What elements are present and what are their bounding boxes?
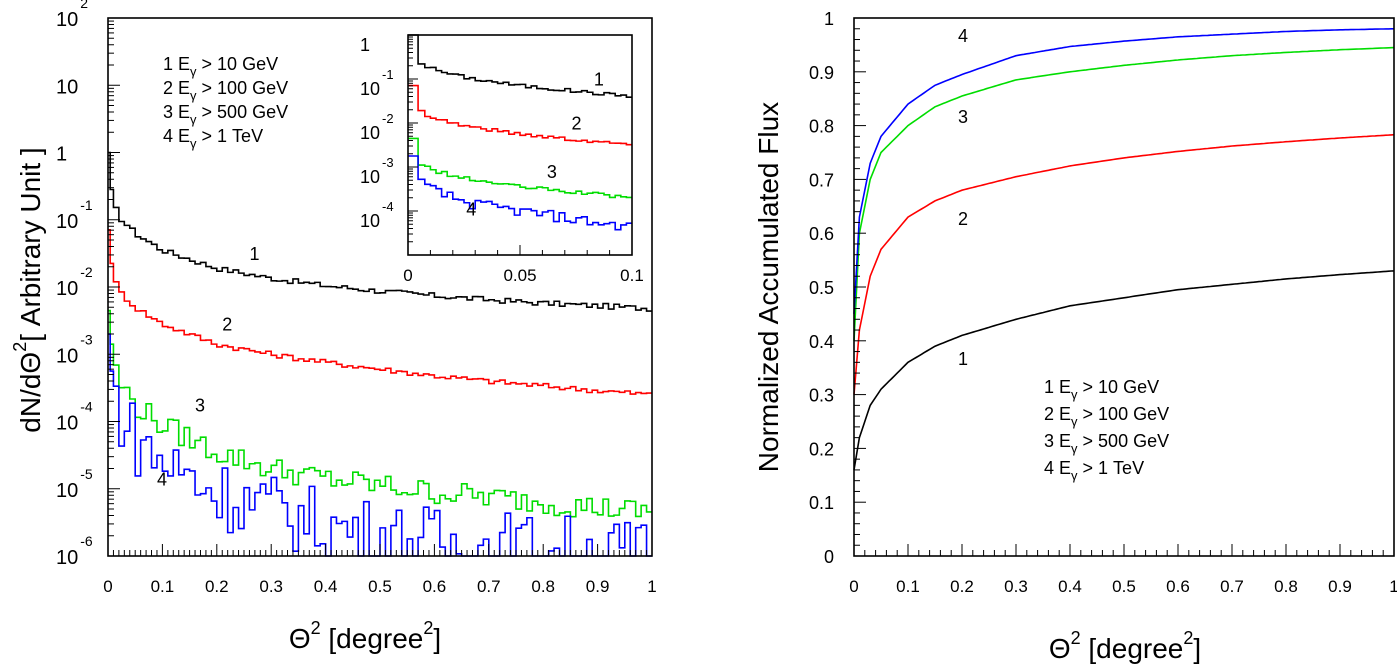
right-legend-entry-1: 1 Eγ > 10 GeV — [1044, 377, 1159, 402]
inset-series-3 — [408, 137, 632, 199]
right-y-tick-label: 0.8 — [809, 117, 834, 137]
flux-series-4 — [853, 28, 1394, 314]
curve-label-3: 3 — [195, 395, 205, 415]
curve-label-4: 4 — [157, 469, 167, 489]
inset-log-plot: 0 0.05 0.1 1 10-1 10-2 10-3 10-4 1 2 3 4 — [360, 34, 644, 285]
x-tick-label: 0.7 — [477, 577, 501, 596]
right-x-tick-label: 0.1 — [896, 577, 920, 596]
right-curve-label-3: 3 — [958, 107, 968, 127]
flux-series-2 — [853, 133, 1395, 395]
right-x-tick-label: 0.4 — [1058, 577, 1082, 596]
x-tick-label: 0.9 — [586, 577, 610, 596]
legend-entry-2: 2 Eγ > 100 GeV — [163, 78, 288, 103]
x-tick-label: 0 — [103, 577, 112, 596]
flux-series-3 — [853, 46, 1395, 341]
right-x-tick-label: 0.3 — [1004, 577, 1028, 596]
left-log-plot: 0 0.1 0.2 0.3 0.4 0.5 0.6 0.7 0.8 0.9 110210110-11… — [10, 0, 657, 654]
histogram-series-1 — [108, 151, 652, 312]
right-x-tick-label: 0.8 — [1274, 577, 1298, 596]
inset-y-tick-label: 1 — [360, 35, 370, 55]
inset-series-2 — [408, 84, 632, 146]
inset-curve-label-2: 2 — [572, 114, 582, 134]
inset-x-tick-label: 0.05 — [503, 266, 536, 285]
right-y-tick-label: 0.2 — [809, 439, 834, 459]
inset-y-tick-label: 10-3 — [360, 155, 394, 187]
inset-x-tick-label: 0.1 — [620, 266, 644, 285]
x-axis-title: Θ2 [degree2] — [289, 618, 441, 654]
x-tick-label: 0.4 — [314, 577, 338, 596]
x-tick-label: 0.8 — [531, 577, 555, 596]
x-tick-label: 1 — [647, 577, 656, 596]
right-y-axis-title: Normalized Accumulated Flux — [753, 102, 784, 472]
right-x-tick-label: 0 — [849, 577, 858, 596]
inset-y-tick-label: 10-1 — [360, 67, 394, 99]
legend-entry-4: 4 Eγ > 1 TeV — [163, 126, 263, 151]
right-x-tick-label: 0.9 — [1328, 577, 1352, 596]
inset-y-tick-label: 10-4 — [360, 199, 394, 231]
y-tick-label: 1 — [56, 144, 67, 166]
x-tick-label: 0.6 — [423, 577, 447, 596]
y-tick-label: 10 — [56, 76, 78, 98]
right-x-tick-label: 0.7 — [1220, 577, 1244, 596]
legend-entry-1: 1 Eγ > 10 GeV — [163, 54, 278, 79]
x-tick-label: 0.1 — [151, 577, 175, 596]
right-x-tick-label: 0.5 — [1112, 577, 1136, 596]
histogram-series-2 — [108, 229, 652, 395]
right-x-tick-label: 1 — [1389, 577, 1397, 596]
y-tick-label: 10-3 — [56, 331, 93, 367]
right-legend-entry-3: 3 Eγ > 500 GeV — [1044, 431, 1169, 456]
right-y-tick-label: 0.6 — [809, 224, 834, 244]
right-y-tick-label: 0.5 — [809, 278, 834, 298]
right-linear-plot: 0 0.1 0.2 0.3 0.4 0.5 0.6 0.7 0.8 0.9 1 0 0.1 0.2 0.3 0… — [753, 9, 1397, 664]
right-y-tick-label: 0.1 — [809, 493, 834, 513]
x-tick-label: 0.5 — [368, 577, 392, 596]
y-tick-label: 102 — [56, 0, 88, 31]
inset-series-4 — [408, 155, 632, 231]
right-y-tick-label: 1 — [824, 9, 834, 29]
right-legend-entry-2: 2 Eγ > 100 GeV — [1044, 404, 1169, 429]
right-y-tick-label: 0.4 — [809, 332, 834, 352]
y-tick-label: 10-2 — [56, 264, 93, 300]
right-y-tick-label: 0 — [824, 547, 834, 567]
y-axis-title: dN/dΘ2[ Arbitrary Unit ] — [10, 147, 46, 432]
right-x-tick-label: 0.2 — [950, 577, 974, 596]
inset-x-tick-label: 0 — [403, 266, 412, 285]
y-tick-label: 10-5 — [56, 466, 93, 502]
legend-entry-3: 3 Eγ > 500 GeV — [163, 102, 288, 127]
x-tick-label: 0.3 — [259, 577, 283, 596]
y-tick-label: 10-6 — [56, 533, 93, 569]
right-curve-label-1: 1 — [958, 349, 968, 369]
right-y-tick-label: 0.3 — [809, 386, 834, 406]
inset-series-1 — [408, 34, 632, 98]
right-curve-label-2: 2 — [958, 209, 968, 229]
inset-curve-label-1: 1 — [594, 70, 604, 90]
right-x-axis-title: Θ2 [degree2] — [1049, 628, 1201, 664]
right-y-tick-label: 0.7 — [809, 170, 834, 190]
flux-series-1 — [853, 270, 1395, 471]
right-x-tick-label: 0.6 — [1166, 577, 1190, 596]
histogram-series-3 — [108, 309, 652, 518]
y-tick-label: 10-1 — [56, 197, 93, 233]
curve-label-1: 1 — [249, 244, 259, 264]
y-tick-label: 10-4 — [56, 399, 93, 435]
inset-y-tick-label: 10-2 — [360, 111, 394, 143]
curve-label-2: 2 — [222, 315, 232, 335]
x-tick-label: 0.2 — [205, 577, 229, 596]
right-y-tick-label: 0.9 — [809, 63, 834, 83]
right-curve-label-4: 4 — [958, 26, 968, 46]
right-legend-entry-4: 4 Eγ > 1 TeV — [1044, 458, 1144, 483]
inset-curve-label-4: 4 — [466, 199, 476, 219]
inset-curve-label-3: 3 — [547, 162, 557, 182]
